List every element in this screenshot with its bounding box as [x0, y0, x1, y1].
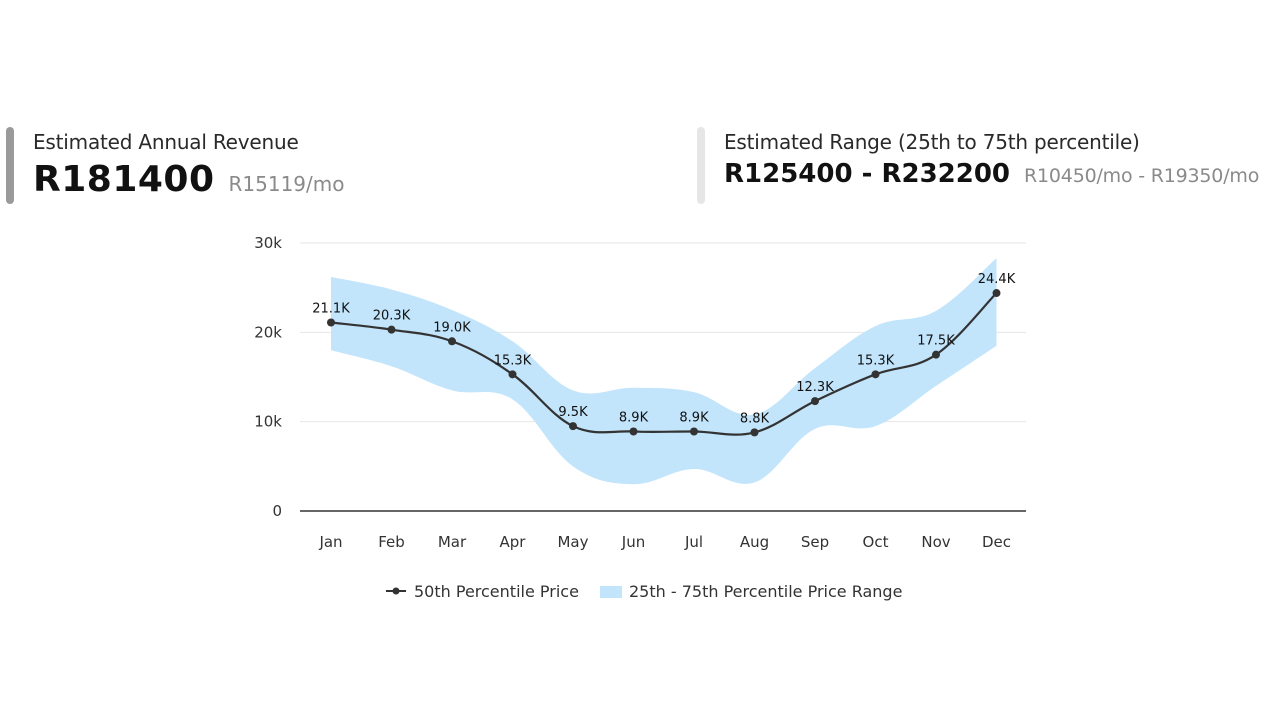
annual-revenue-monthly: R15119/mo [228, 172, 345, 196]
data-label: 12.3K [796, 380, 834, 395]
annual-revenue-value: R181400 [33, 159, 215, 200]
y-tick-label: 30k [254, 234, 282, 252]
x-tick-label: Feb [378, 533, 405, 551]
annual-revenue-label: Estimated Annual Revenue [33, 130, 299, 154]
estimated-range-label: Estimated Range (25th to 75th percentile… [724, 130, 1140, 154]
median-point[interactable] [448, 337, 456, 346]
data-label-layer: 21.1K 20.3K 19.0K 15.3K 9.5K 8.9K 8.9K 8.8K 12.3… [312, 272, 1015, 426]
y-tick-label: 0 [272, 502, 282, 520]
x-tick-label: Apr [500, 533, 527, 551]
median-point[interactable] [811, 397, 819, 406]
y-tick-label: 10k [254, 413, 282, 431]
estimated-range-row: R125400 - R232200 R10450/mo - R19350/mo [724, 159, 1259, 189]
estimated-range-value: R125400 - R232200 [724, 159, 1011, 189]
y-tick-label: 20k [254, 323, 282, 341]
annual-revenue-row: R181400 R15119/mo [33, 159, 345, 200]
median-point[interactable] [690, 427, 698, 436]
legend-label-range: 25th - 75th Percentile Price Range [629, 582, 902, 601]
x-tick-label: Aug [740, 533, 769, 551]
data-label: 19.0K [433, 320, 471, 335]
x-tick-label: Nov [921, 533, 950, 551]
data-label: 15.3K [494, 353, 532, 368]
x-tick-label: Sep [801, 533, 829, 551]
data-label: 8.9K [679, 410, 709, 425]
median-point[interactable] [629, 427, 638, 436]
median-point[interactable] [992, 289, 1001, 298]
x-tick-label: May [557, 533, 588, 551]
data-label: 17.5K [917, 334, 955, 349]
data-label: 20.3K [373, 309, 411, 324]
median-point[interactable] [871, 370, 880, 379]
data-label: 15.3K [857, 353, 895, 368]
estimated-range-monthly: R10450/mo - R19350/mo [1024, 165, 1260, 187]
axis-layer: 0 10k 20k 30k Jan Feb Mar Apr May Jun Jul Aug Sep Oct… [254, 234, 1026, 551]
estimated-range-accent-bar [697, 127, 705, 204]
median-point[interactable] [387, 325, 396, 334]
x-tick-label: Jun [621, 533, 645, 551]
x-tick-label: Jan [318, 533, 342, 551]
legend-item-range[interactable]: 25th - 75th Percentile Price Range [600, 582, 902, 601]
median-point[interactable] [569, 422, 577, 431]
data-label: 8.9K [619, 410, 649, 425]
percentile-range-band-layer [331, 258, 997, 485]
median-point[interactable] [932, 350, 940, 359]
data-label: 24.4K [978, 272, 1016, 287]
legend-point-icon [392, 587, 400, 595]
legend-label-median: 50th Percentile Price [414, 582, 579, 601]
legend[interactable]: 50th Percentile Price 25th - 75th Percent… [386, 582, 902, 601]
median-point[interactable] [327, 318, 335, 327]
x-tick-label: Mar [438, 533, 467, 551]
median-point[interactable] [508, 370, 517, 379]
legend-area-swatch-icon [600, 586, 622, 598]
median-point[interactable] [750, 428, 759, 437]
median-line-layer [327, 289, 1001, 437]
x-tick-label: Dec [982, 533, 1011, 551]
annual-revenue-accent-bar [6, 127, 14, 204]
data-label: 8.8K [740, 411, 770, 426]
percentile-range-area [331, 258, 997, 485]
estimated-range-card: Estimated Range (25th to 75th percentile… [697, 127, 1259, 204]
x-tick-label: Jul [684, 533, 703, 551]
x-tick-label: Oct [863, 533, 889, 551]
data-label: 21.1K [312, 302, 350, 317]
legend-item-median[interactable]: 50th Percentile Price [386, 582, 579, 601]
data-label: 9.5K [558, 405, 588, 420]
annual-revenue-card: Estimated Annual Revenue R181400 R15119/m… [6, 127, 345, 204]
